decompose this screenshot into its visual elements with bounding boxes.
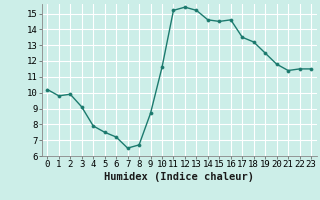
X-axis label: Humidex (Indice chaleur): Humidex (Indice chaleur) bbox=[104, 172, 254, 182]
